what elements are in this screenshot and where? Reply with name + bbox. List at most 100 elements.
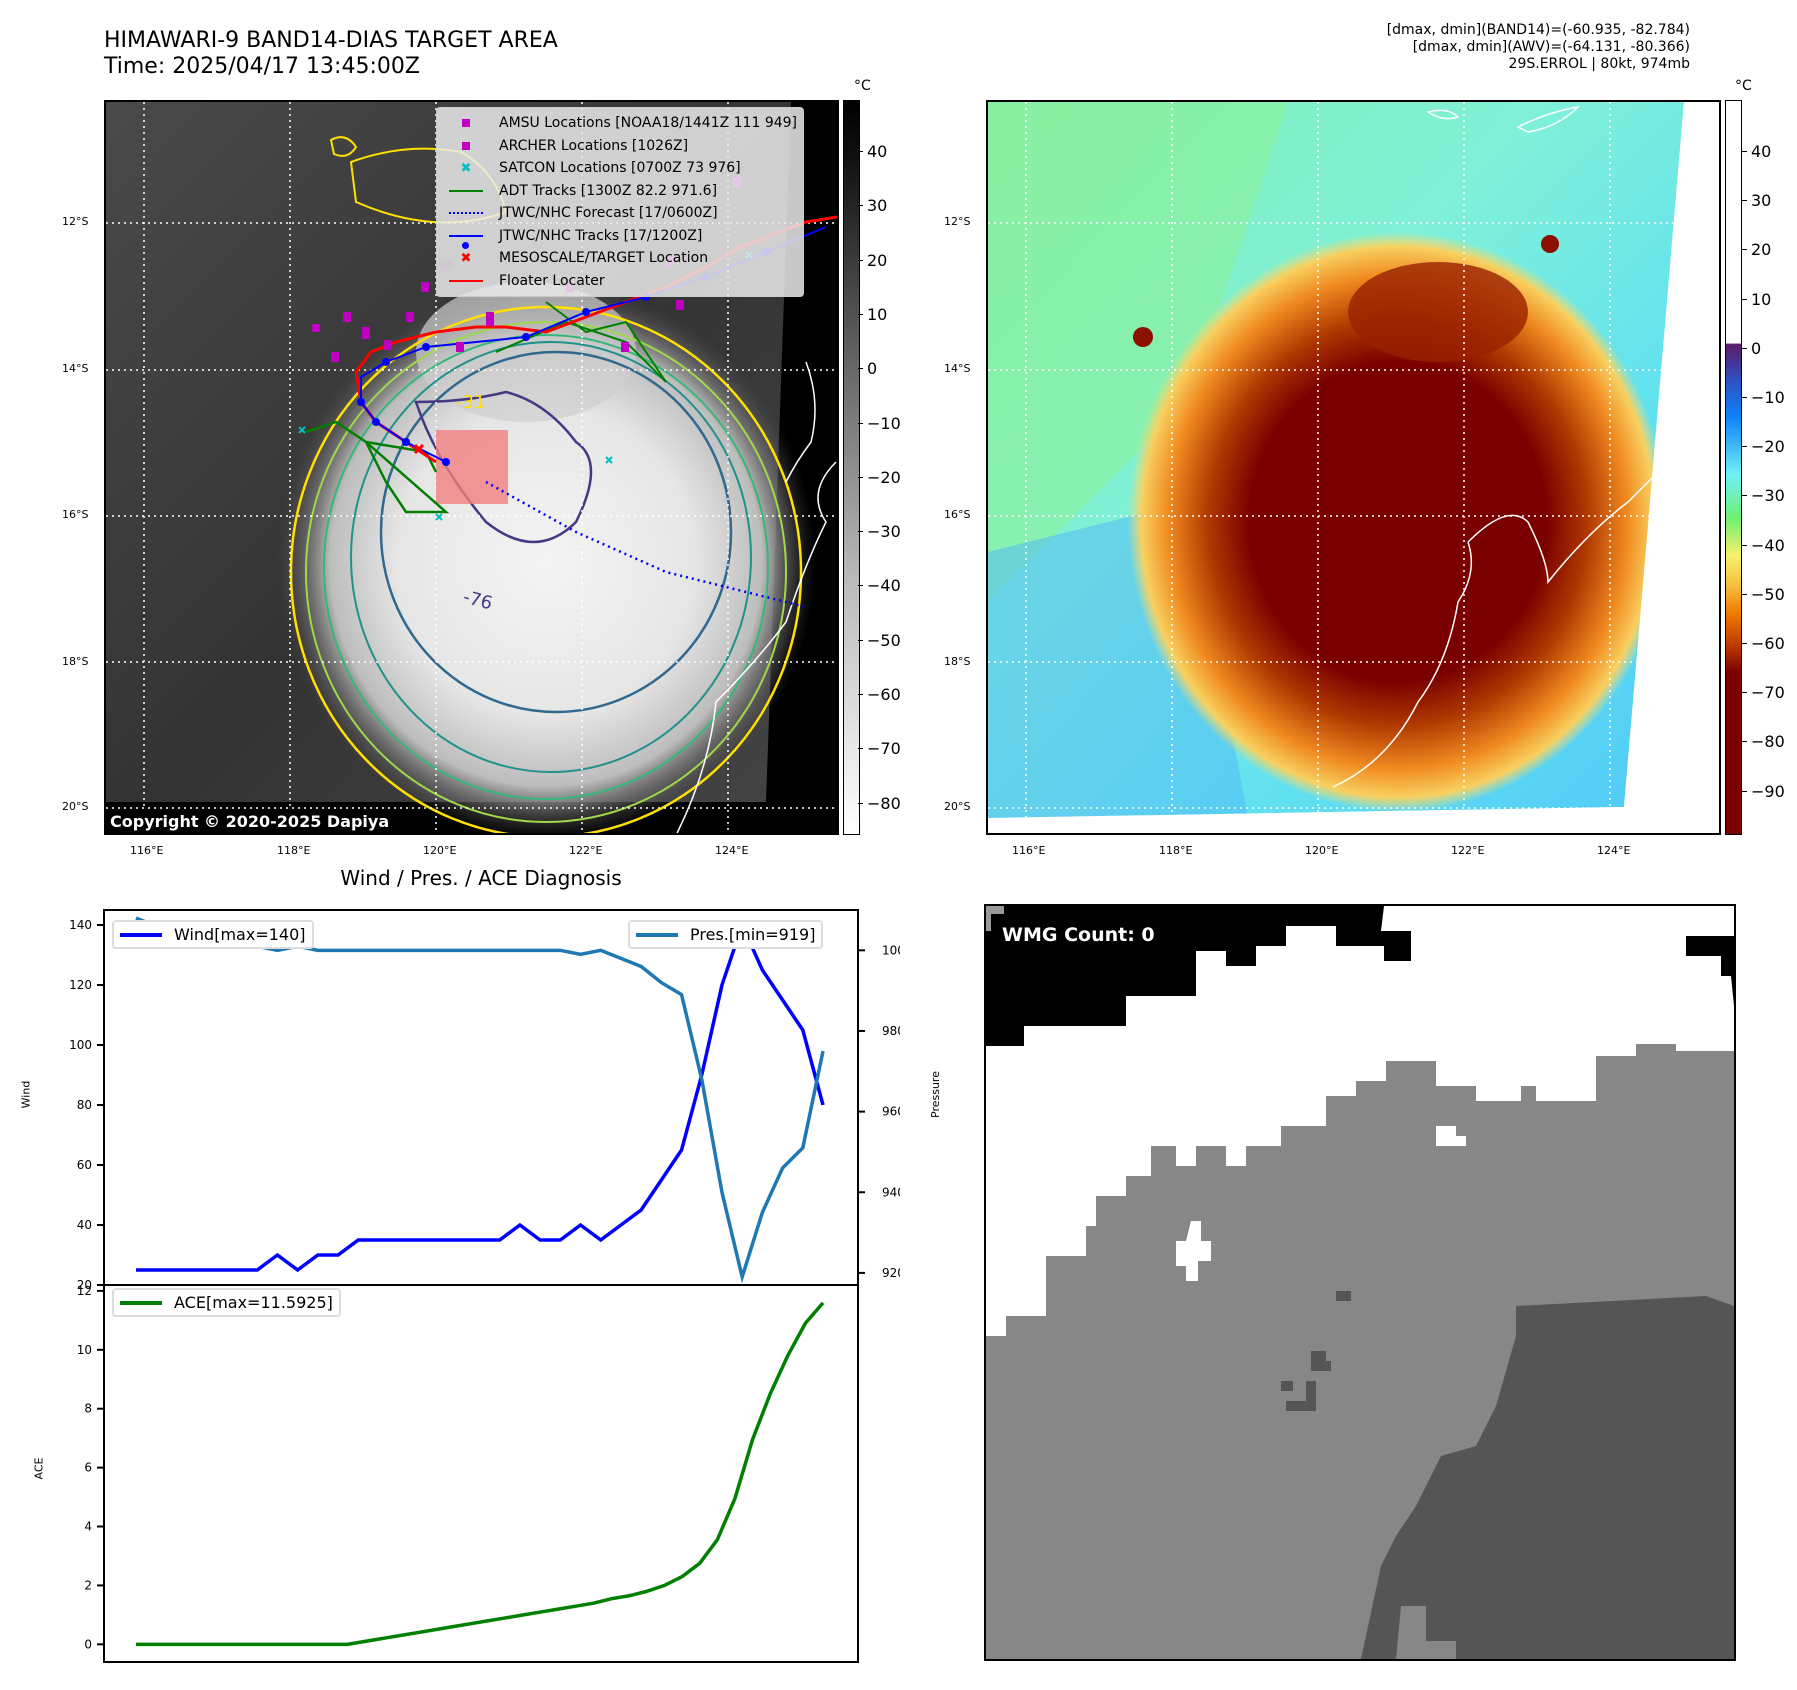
wind-legend-label: Wind[max=140] [174, 925, 306, 944]
colorbar-tick-mark [858, 802, 863, 804]
colorbar-tick-mark [1742, 593, 1747, 595]
colorbar-greyscale [843, 100, 860, 835]
colorbar-tick: −40 [867, 576, 901, 596]
x-marker-icon: ✖ [460, 160, 472, 176]
ace-line-icon [120, 1300, 162, 1305]
legend-item-floater: Floater Locater [443, 270, 797, 293]
wind-tick-label: 140 [69, 918, 92, 932]
lat-tick: 20°S [944, 800, 971, 813]
legend-item-jtwc-tracks: JTWC/NHC Tracks [17/1200Z] [443, 225, 797, 249]
colorbar-tick-mark [1742, 544, 1747, 546]
legend-label: ADT Tracks [1300Z 82.2 971.6] [499, 182, 718, 199]
square-marker-icon [462, 119, 470, 128]
colorbar-tick: −70 [867, 739, 901, 759]
colorbar-tick-mark [1742, 151, 1747, 152]
band14-map-left[interactable]: -31 -76 AMSU Locations [NOAA18/1441Z 111… [104, 100, 839, 835]
band14-map-right[interactable] [986, 100, 1721, 835]
colorbar-tick: −10 [867, 413, 901, 433]
colorbar-tick-mark [858, 476, 863, 478]
colorbar-tick: 30 [1751, 191, 1772, 211]
colorbar-tick: −80 [1751, 732, 1785, 752]
mesoscale-target-marker [413, 443, 425, 455]
lon-tick: 118°E [277, 844, 311, 857]
ace-tick-label: 6 [84, 1461, 92, 1475]
lat-tick: 16°S [62, 508, 89, 521]
pressure-tick-label: 960 [882, 1105, 900, 1119]
awv-range: [dmax, dmin](AWV)=(-64.131, -80.366) [1412, 39, 1690, 55]
wind-line [136, 920, 825, 1273]
lat-tick: 20°S [62, 800, 89, 813]
colorbar-tick: −30 [1751, 486, 1785, 506]
pressure-line [135, 916, 825, 1284]
lat-tick: 18°S [62, 655, 89, 668]
colorbar-tick: −90 [1751, 781, 1785, 801]
contour-31 [289, 305, 803, 833]
wmg-black-region [986, 906, 1411, 1046]
dotted-line-icon [449, 212, 483, 215]
pressure-legend-label: Pres.[min=919] [690, 925, 816, 944]
ace-tick-label: 0 [84, 1637, 92, 1651]
chart-title: Wind / Pres. / ACE Diagnosis [340, 866, 622, 890]
wmg-dark-region [1361, 1296, 1734, 1659]
colorbar-enhanced [1725, 100, 1742, 835]
colorbar-tick-mark [1742, 741, 1747, 743]
lat-tick: 16°S [944, 508, 971, 521]
colorbar-tick: −80 [867, 793, 901, 813]
wind-tick-label: 100 [69, 1038, 92, 1052]
line-dot-icon [443, 234, 489, 249]
title-line-2: Time: 2025/04/17 13:45:00Z [104, 54, 420, 79]
colorbar-tick: 40 [1751, 142, 1772, 161]
wind-tick-label: 60 [77, 1158, 92, 1172]
legend-label: JTWC/NHC Forecast [17/0600Z] [499, 205, 718, 222]
colorbar-tick-mark [858, 585, 863, 587]
legend-label: ARCHER Locations [1026Z] [499, 137, 689, 154]
legend-item-mesoscale: ✖ MESOSCALE/TARGET Location [443, 247, 797, 270]
x-marker-icon: ✖ [460, 250, 472, 266]
pressure-line-icon [636, 932, 678, 937]
ace-frame [103, 1284, 859, 1663]
colorbar-tick: −70 [1751, 683, 1785, 703]
contour-76 [379, 350, 733, 714]
ir-enhanced-image [988, 102, 1719, 833]
colorbar-tick-mark [858, 639, 863, 641]
colorbar-tick: −20 [867, 467, 901, 487]
legend-item-satcon: ✖ SATCON Locations [0700Z 73 976] [443, 157, 797, 180]
legend-item-adt: ADT Tracks [1300Z 82.2 971.6] [443, 180, 797, 203]
colorbar-tick: 0 [1751, 338, 1762, 358]
ace-tick-label: 4 [84, 1520, 92, 1534]
colorbar-tick: −60 [867, 685, 901, 704]
ace-tick-label: 12 [77, 1284, 92, 1298]
colorbar-tick-mark [858, 313, 863, 315]
colorbar-tick-mark [1742, 397, 1747, 398]
lon-tick: 116°E [130, 844, 164, 857]
lon-tick: 116°E [1012, 844, 1046, 857]
figure-title: HIMAWARI-9 BAND14-DIAS TARGET AREA Time:… [104, 28, 558, 80]
colorbar-tick-mark [1742, 790, 1747, 792]
colorbar-tick: 20 [1751, 240, 1772, 260]
colorbar-tick-mark [858, 151, 863, 152]
line-icon [449, 279, 483, 282]
coastline [676, 461, 837, 833]
lon-tick: 124°E [1597, 844, 1631, 857]
colorbar-tick: −60 [1751, 634, 1785, 653]
colorbar-tick-mark [858, 748, 863, 750]
colorbar-tick-mark [858, 531, 863, 533]
colorbar-tick-mark [858, 422, 863, 424]
legend-item-jtwc-forecast: JTWC/NHC Forecast [17/0600Z] [443, 202, 797, 225]
wind-line-icon [120, 932, 162, 937]
storm-cloud [276, 282, 816, 833]
colorbar-tick-mark [1742, 347, 1747, 349]
ace-line [136, 1301, 825, 1647]
legend-label: MESOSCALE/TARGET Location [499, 250, 709, 267]
colorbar-tick: −20 [1751, 437, 1785, 457]
colorbar-tick: −30 [867, 522, 901, 542]
colorbar-tick: −50 [1751, 584, 1785, 604]
ace-tick-label: 10 [77, 1343, 92, 1357]
colorbar-tick-mark [1742, 643, 1747, 644]
colorbar-tick: 10 [1751, 289, 1772, 309]
ace-axis-label: ACE [32, 1457, 46, 1480]
colorbar-tick: −10 [1751, 388, 1785, 407]
legend-label: Floater Locater [499, 272, 605, 289]
wmg-panel[interactable]: WMG Count: 0 [984, 904, 1736, 1661]
colorbar-tick: −50 [867, 630, 901, 650]
